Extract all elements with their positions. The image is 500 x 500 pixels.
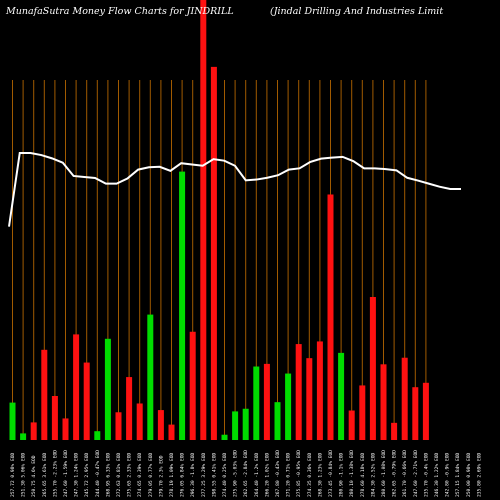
x-tick-label: 250.00 0.98% EOD [466,453,472,497]
x-tick-label: 277.25 3.29% EOD [201,453,207,497]
money-flow-bar [253,366,260,440]
x-tick-label: 278.60 4.18% EOD [360,453,366,497]
x-tick-label: 279.70 2.3% EOD [158,455,164,497]
x-tick-label: 284.30 2.52% EOD [370,453,376,497]
money-flow-bar [94,431,101,440]
x-tick-label: 250.75 4.6% EOD [31,455,37,497]
x-tick-label: 280.90 -1.1% EOD [339,453,345,497]
x-tick-label: 272.63 0.81% EOD [116,453,122,497]
x-tick-label: 255.70 -2.23% EOD [52,450,58,497]
price-line [8,152,461,227]
money-flow-bar [316,341,323,440]
money-flow-bar [338,352,345,440]
x-tick-label: 276.05 6.84% EOD [180,453,186,497]
x-tick-label: 246.30 1.22% EOD [434,453,440,497]
money-flow-bar [274,402,281,440]
x-tick-label: 257.72 0.98% EOD [10,453,16,497]
money-flow-bar [369,297,376,440]
money-flow-bar [136,403,143,440]
x-axis-labels: 257.72 0.98% EOD 251.30 5.06% EOD 250.75 4… [10,450,482,497]
x-tick-label: 271.20 0.71% EOD [286,453,292,497]
x-tick-label: 278.19 1.09% EOD [169,453,175,497]
x-tick-label: 279.05 0.77% EOD [148,453,154,497]
money-flow-bars [9,0,429,440]
money-flow-bar [210,66,217,440]
money-flow-bar [147,314,154,440]
x-tick-label: 257.15 1.84% EOD [455,453,461,497]
money-flow-bar [62,418,69,440]
x-tick-label: 275.65 2.33% EOD [127,453,133,497]
x-tick-label: 235.80 2.69% EOD [476,453,482,497]
x-tick-label: 247.30 1.24% EOD [74,453,80,497]
x-tick-label: 262.65 -0.79% EOD [392,450,398,497]
money-flow-bar [242,408,249,440]
x-tick-label: 275.90 -5.03% EOD [233,450,239,497]
money-flow-bar [295,344,302,440]
x-tick-label: 247.60 -2.71% EOD [413,450,419,497]
money-flow-bar [157,410,164,440]
money-flow-bar [401,357,408,440]
x-tick-label: 298.55 0.41% EOD [211,453,217,497]
x-tick-label: 296.30 -1.8% EOD [190,453,196,497]
x-tick-label: 265.65 3.61% EOD [42,453,48,497]
money-flow-bar [380,364,387,440]
money-flow-bar [391,422,398,440]
money-flow-bar [126,377,133,440]
x-tick-label: 274.40 0.25% EOD [222,453,228,497]
money-flow-bar [41,349,48,440]
x-tick-label: 262.65 -2.84% EOD [243,450,249,497]
money-flow-bar [359,385,366,440]
x-tick-label: 280.10 -1.38% EOD [349,450,355,497]
x-tick-label: 266.20 1.02% EOD [264,453,270,497]
x-tick-label: 235.70 -0.4% EOD [423,453,429,497]
price-line-layer [8,152,461,227]
money-flow-bar [200,0,207,440]
money-flow-bar [189,331,196,440]
money-flow-bar [348,410,355,440]
money-flow-bar [115,412,122,440]
money-flow-bar [51,396,58,440]
x-tick-label: 267.80 -0.43% EOD [275,450,281,497]
x-tick-label: 273.45 -0.84% EOD [328,450,334,497]
x-tick-label: 247.60 -1.59% EOD [63,450,69,497]
x-tick-label: 268.95 6.33% EOD [105,453,111,497]
money-flow-bar [30,422,37,440]
money-flow-bar [20,433,27,440]
x-tick-label: 274.35 0.36% EOD [307,453,313,497]
x-tick-label: 274.65 0.39% EOD [137,453,143,497]
x-tick-label: 275.85 -0.95% EOD [296,450,302,497]
money-flow-bar [412,387,419,440]
x-tick-label: 242.80 -0.9% EOD [445,453,451,497]
x-tick-label: 280.60 -1.08% EOD [381,450,387,497]
money-flow-bar [327,194,334,440]
money-flow-bar [306,358,313,440]
money-flow-bar [83,362,90,440]
money-flow-bar [179,171,186,440]
money-flow-bar [263,363,270,440]
chart-subtitle: (Jindal Drilling And Industries Limit [270,6,444,17]
money-flow-bar [168,424,175,440]
money-flow-bar [232,411,239,440]
x-tick-label: 251.30 5.06% EOD [21,453,27,497]
money-flow-bar [104,338,111,440]
x-tick-label: 244.40 -0.47% EOD [95,450,101,497]
money-flow-bar [422,382,429,440]
money-flow-bar [285,373,292,440]
x-tick-label: 264.40 -1.2% EOD [254,453,260,497]
chart-title: MunafaSutra Money Flow Charts for JINDRI… [6,6,234,17]
money-flow-bar [73,334,80,440]
x-tick-label: 261.70 -0.66% EOD [402,450,408,497]
x-tick-label: 268.30 1.23% EOD [317,453,323,497]
money-flow-bar [221,434,228,440]
money-flow-bar [9,402,16,440]
x-tick-label: 245.72 2.95% EOD [84,453,90,497]
